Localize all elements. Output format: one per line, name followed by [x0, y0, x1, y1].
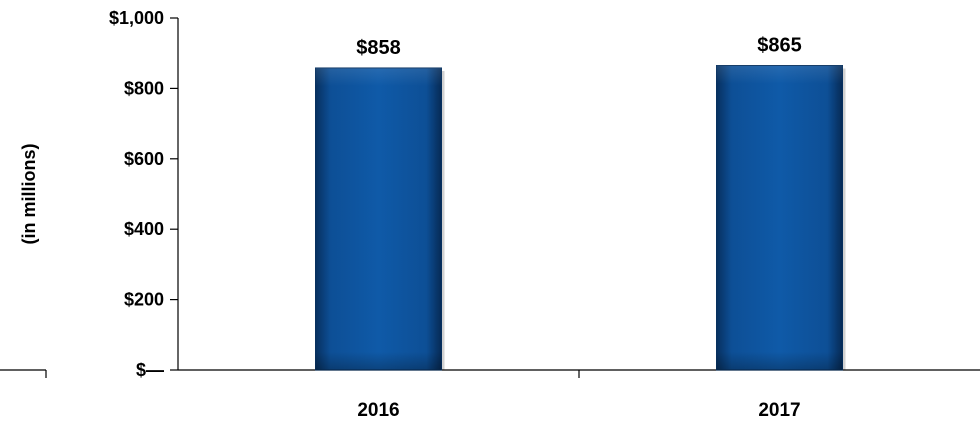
bar-value-label: $865 — [757, 35, 802, 57]
x-tick-label: 2016 — [357, 400, 399, 421]
y-tick-label: $1,000 — [109, 8, 164, 28]
y-tick-label: $200 — [124, 290, 164, 310]
y-tick-label: $800 — [124, 78, 164, 98]
bar-value-label: $858 — [356, 37, 401, 59]
y-tick-label: $600 — [124, 149, 164, 169]
x-tick-labels: 2016 2017 — [357, 400, 800, 421]
y-tick-label: $400 — [124, 219, 164, 239]
y-axis-label: (in millions) — [19, 143, 39, 244]
y-tick-label: $— — [136, 360, 164, 380]
bar-shading — [716, 65, 843, 371]
bar-value-labels: $858 $865 — [356, 35, 802, 59]
bar-shading — [315, 67, 442, 370]
y-ticks: $— $200 $400 $600 $800 $1,000 — [109, 8, 178, 380]
bars — [315, 65, 846, 371]
x-tick-label: 2017 — [758, 400, 800, 421]
